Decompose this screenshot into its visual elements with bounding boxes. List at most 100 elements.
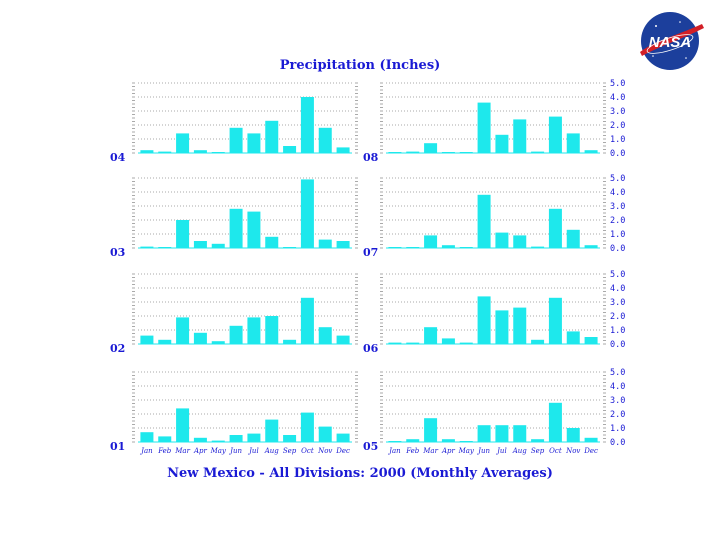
bar-05-feb	[406, 439, 420, 442]
month-label: Jul	[495, 447, 507, 455]
y-tick-label: 5.0	[610, 368, 625, 378]
bar-06-apr	[441, 338, 455, 344]
month-label: Jan	[139, 447, 153, 455]
nasa-logo-icon: NASA	[640, 12, 704, 70]
month-label: Feb	[405, 447, 420, 455]
bar-03-jun	[229, 208, 243, 248]
bar-08-mar	[424, 143, 438, 153]
month-label: Jul	[247, 447, 259, 455]
y-tick-label: 5.0	[610, 270, 625, 280]
bar-08-aug	[513, 119, 527, 153]
month-label: Jan	[387, 447, 401, 455]
chart-footer-title: New Mexico - All Divisions: 2000 (Monthl…	[167, 466, 553, 481]
bar-08-sep	[531, 151, 545, 153]
bar-07-jun	[477, 194, 491, 248]
bar-01-feb	[158, 436, 172, 442]
month-label: Sep	[531, 447, 545, 455]
bar-07-mar	[424, 235, 438, 248]
bar-05-mar	[424, 418, 438, 442]
bar-04-feb	[158, 151, 172, 153]
bar-03-oct	[300, 179, 314, 248]
bar-02-apr	[193, 332, 207, 344]
y-tick-label: 0.0	[610, 438, 625, 448]
bar-03-nov	[318, 239, 332, 248]
chart-title: Precipitation (Inches)	[279, 58, 441, 73]
y-tick-label: 3.0	[610, 396, 625, 406]
bar-05-nov	[566, 428, 580, 442]
y-tick-label: 5.0	[610, 174, 625, 184]
bar-08-jun	[477, 102, 491, 153]
y-tick-label: 4.0	[610, 284, 625, 294]
y-tick-label: 2.0	[610, 216, 625, 226]
bar-01-aug	[265, 419, 279, 442]
y-tick-label: 4.0	[610, 382, 625, 392]
bar-06-may	[459, 342, 473, 344]
bar-03-mar	[176, 220, 190, 248]
bar-03-jan	[140, 246, 154, 248]
y-tick-label: 1.0	[610, 135, 625, 145]
month-label: Oct	[301, 447, 314, 455]
y-tick-label: 2.0	[610, 410, 625, 420]
bar-02-oct	[300, 297, 314, 344]
bar-01-apr	[193, 437, 207, 442]
y-tick-label: 0.0	[610, 149, 625, 159]
bar-04-sep	[283, 146, 297, 153]
division-label: 05	[363, 440, 378, 453]
month-label: May	[210, 447, 227, 455]
division-label: 02	[110, 342, 125, 355]
y-tick-label: 0.0	[610, 340, 625, 350]
y-tick-label: 3.0	[610, 298, 625, 308]
bar-05-sep	[531, 439, 545, 442]
bar-05-apr	[441, 439, 455, 442]
bar-02-feb	[158, 339, 172, 344]
month-label: Oct	[549, 447, 562, 455]
division-label: 06	[363, 342, 379, 355]
bar-01-may	[211, 440, 225, 442]
bar-04-jun	[229, 127, 243, 153]
y-tick-label: 2.0	[610, 121, 625, 131]
bar-01-mar	[176, 408, 190, 442]
bar-02-may	[211, 341, 225, 344]
bar-03-dec	[336, 241, 350, 248]
bar-04-jul	[247, 133, 261, 153]
division-label: 04	[110, 151, 126, 164]
month-label: Jun	[476, 447, 490, 455]
bar-05-jun	[477, 425, 491, 442]
nasa-logo-text: NASA	[649, 34, 692, 51]
bar-05-aug	[513, 425, 527, 442]
bar-06-aug	[513, 307, 527, 344]
bar-07-aug	[513, 235, 527, 248]
bar-01-jan	[140, 432, 154, 442]
y-tick-label: 4.0	[610, 188, 625, 198]
month-label: Dec	[335, 447, 350, 455]
division-label: 01	[110, 440, 125, 453]
bar-05-jul	[495, 425, 509, 442]
bar-06-jun	[477, 296, 491, 344]
month-label: Jun	[228, 447, 242, 455]
bar-06-dec	[584, 337, 598, 344]
bar-01-sep	[283, 435, 297, 442]
bar-01-dec	[336, 433, 350, 442]
bar-08-dec	[584, 150, 598, 153]
bar-03-may	[211, 243, 225, 248]
bar-06-oct	[548, 297, 562, 344]
bar-08-nov	[566, 133, 580, 153]
y-tick-label: 3.0	[610, 202, 625, 212]
bar-03-jul	[247, 211, 261, 248]
bar-04-jan	[140, 150, 154, 153]
month-label: Aug	[264, 447, 280, 455]
bar-08-feb	[406, 151, 420, 153]
division-label: 08	[363, 151, 379, 164]
y-tick-label: 3.0	[610, 107, 625, 117]
bar-04-dec	[336, 147, 350, 153]
bar-07-dec	[584, 245, 598, 248]
month-label: Mar	[422, 447, 438, 455]
y-tick-label: 4.0	[610, 93, 625, 103]
bar-01-jul	[247, 433, 261, 442]
month-label: Feb	[157, 447, 172, 455]
bar-02-nov	[318, 327, 332, 344]
y-tick-label: 0.0	[610, 244, 625, 254]
bar-01-nov	[318, 426, 332, 442]
y-tick-label: 1.0	[610, 230, 625, 240]
month-label: Apr	[441, 447, 456, 455]
